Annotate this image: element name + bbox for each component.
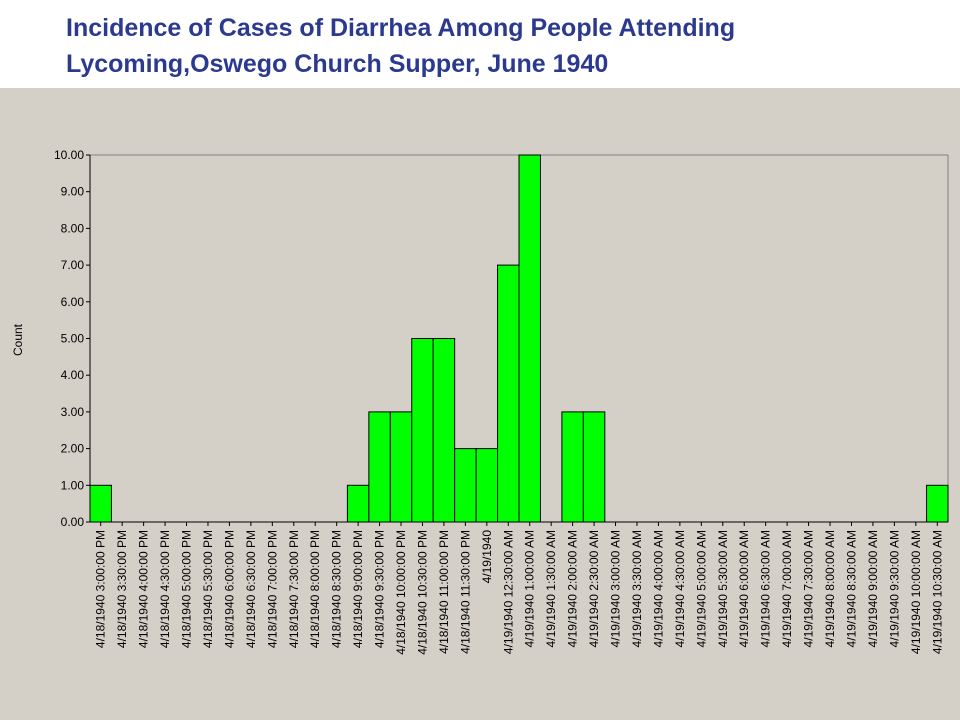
plot-panel: Count 0.00 1.00 2.00 3.00 4.00 5.00 6.00 7.00 8.… [0, 88, 960, 720]
x-tick-label: 4/19/1940 6:30:00 AM [759, 530, 773, 647]
bar [497, 264, 520, 523]
bar [561, 411, 584, 523]
x-tick-label: 4/18/1940 3:00:00 PM [94, 530, 108, 648]
x-tick-label: 4/18/1940 5:00:00 PM [180, 530, 194, 648]
chart-title-line-1: Incidence of Cases of Diarrhea Among Peo… [66, 14, 736, 42]
x-tick-label: 4/18/1940 4:00:00 PM [137, 530, 151, 648]
bars [89, 154, 949, 523]
bar [926, 484, 949, 523]
x-tick-label: 4/19/1940 4:00:00 AM [651, 530, 665, 647]
x-tick-label: 4/19/1940 10:00:00 AM [909, 530, 923, 654]
y-tick-label: 10.00 [54, 148, 84, 162]
x-tick-label: 4/19/1940 9:00:00 AM [866, 530, 880, 647]
y-tick-label: 2.00 [61, 442, 85, 456]
x-tick-label: 4/18/1940 11:00:00 PM [437, 530, 451, 654]
x-tick-label: 4/18/1940 7:30:00 PM [287, 530, 301, 648]
bar [454, 448, 477, 523]
bar [389, 411, 413, 523]
bar-chart: Count 0.00 1.00 2.00 3.00 4.00 5.00 6.00 7.00 8.… [11, 148, 949, 655]
x-tick-label: 4/18/1940 8:00:00 PM [308, 530, 322, 648]
x-tick-label: 4/18/1940 4:30:00 PM [158, 530, 172, 648]
bar [518, 154, 541, 523]
chart-title: Incidence of Cases of Diarrhea Among Peo… [66, 10, 946, 82]
y-tick-label: 0.00 [61, 515, 85, 529]
y-axis-ticks: 0.00 1.00 2.00 3.00 4.00 5.00 6.00 7.00 8.00 9.00… [54, 148, 90, 529]
x-tick-label: 4/18/1940 9:30:00 PM [373, 530, 387, 648]
x-tick-label: 4/18/1940 11:30:00 PM [458, 530, 472, 654]
bar [368, 411, 391, 523]
x-tick-label: 4/19/1940 3:30:00 AM [630, 530, 644, 647]
x-tick-label: 4/19/1940 9:30:00 AM [887, 530, 901, 647]
x-tick-label: 4/19/1940 2:00:00 AM [566, 530, 580, 647]
bar [89, 484, 112, 523]
x-tick-label: 4/19/1940 10:30:00 AM [930, 530, 944, 654]
title-bar: Incidence of Cases of Diarrhea Among Peo… [0, 0, 960, 88]
x-tick-label: 4/18/1940 5:30:00 PM [201, 530, 215, 648]
y-tick-label: 7.00 [61, 258, 85, 272]
x-tick-label: 4/18/1940 3:30:00 PM [115, 530, 129, 648]
x-tick-label: 4/18/1940 8:30:00 PM [330, 530, 344, 648]
bar [411, 338, 434, 523]
x-tick-label: 4/18/1940 9:00:00 PM [351, 530, 365, 648]
x-axis-ticks: 4/18/1940 3:00:00 PM 4/18/1940 3:30:00 PM… [94, 522, 944, 655]
x-tick-label: 4/19/1940 12:30:00 AM [501, 530, 515, 654]
y-axis-label: Count [11, 323, 25, 356]
y-tick-label: 6.00 [61, 295, 85, 309]
x-tick-label: 4/18/1940 7:00:00 PM [265, 530, 279, 648]
x-tick-label: 4/19/1940 3:00:00 AM [609, 530, 623, 647]
bar [432, 338, 456, 523]
x-tick-label: 4/19/1940 7:30:00 AM [802, 530, 816, 647]
x-tick-label: 4/18/1940 10:00:00 PM [394, 530, 408, 655]
bar [346, 484, 370, 523]
x-tick-label: 4/19/1940 7:00:00 AM [780, 530, 794, 647]
x-tick-label: 4/19/1940 6:00:00 AM [737, 530, 751, 647]
x-tick-label: 4/19/1940 2:30:00 AM [587, 530, 601, 647]
x-tick-label: 4/19/1940 8:30:00 AM [844, 530, 858, 647]
bar [582, 411, 606, 523]
x-tick-label: 4/18/1940 10:30:00 PM [415, 530, 429, 655]
bar [475, 448, 499, 523]
x-tick-label: 4/18/1940 6:00:00 PM [222, 530, 236, 648]
x-tick-label: 4/19/1940 4:30:00 AM [673, 530, 687, 647]
x-tick-label: 4/18/1940 6:30:00 PM [244, 530, 258, 648]
y-axis-label-group: Count [11, 323, 25, 356]
y-tick-label: 8.00 [61, 221, 85, 235]
chart-title-line-2: Lycoming,Oswego Church Supper, June 1940 [66, 50, 609, 78]
x-tick-label: 4/19/1940 1:30:00 AM [544, 530, 558, 647]
x-tick-label: 4/19/1940 8:00:00 AM [823, 530, 837, 647]
y-tick-label: 9.00 [61, 185, 85, 199]
x-tick-label: 4/19/1940 [480, 530, 494, 584]
x-tick-label: 4/19/1940 5:30:00 AM [716, 530, 730, 647]
x-tick-label: 4/19/1940 5:00:00 AM [694, 530, 708, 647]
y-tick-label: 1.00 [61, 478, 85, 492]
y-tick-label: 4.00 [61, 368, 85, 382]
y-tick-label: 3.00 [61, 405, 85, 419]
y-tick-label: 5.00 [61, 332, 85, 346]
x-tick-label: 4/19/1940 1:00:00 AM [523, 530, 537, 647]
